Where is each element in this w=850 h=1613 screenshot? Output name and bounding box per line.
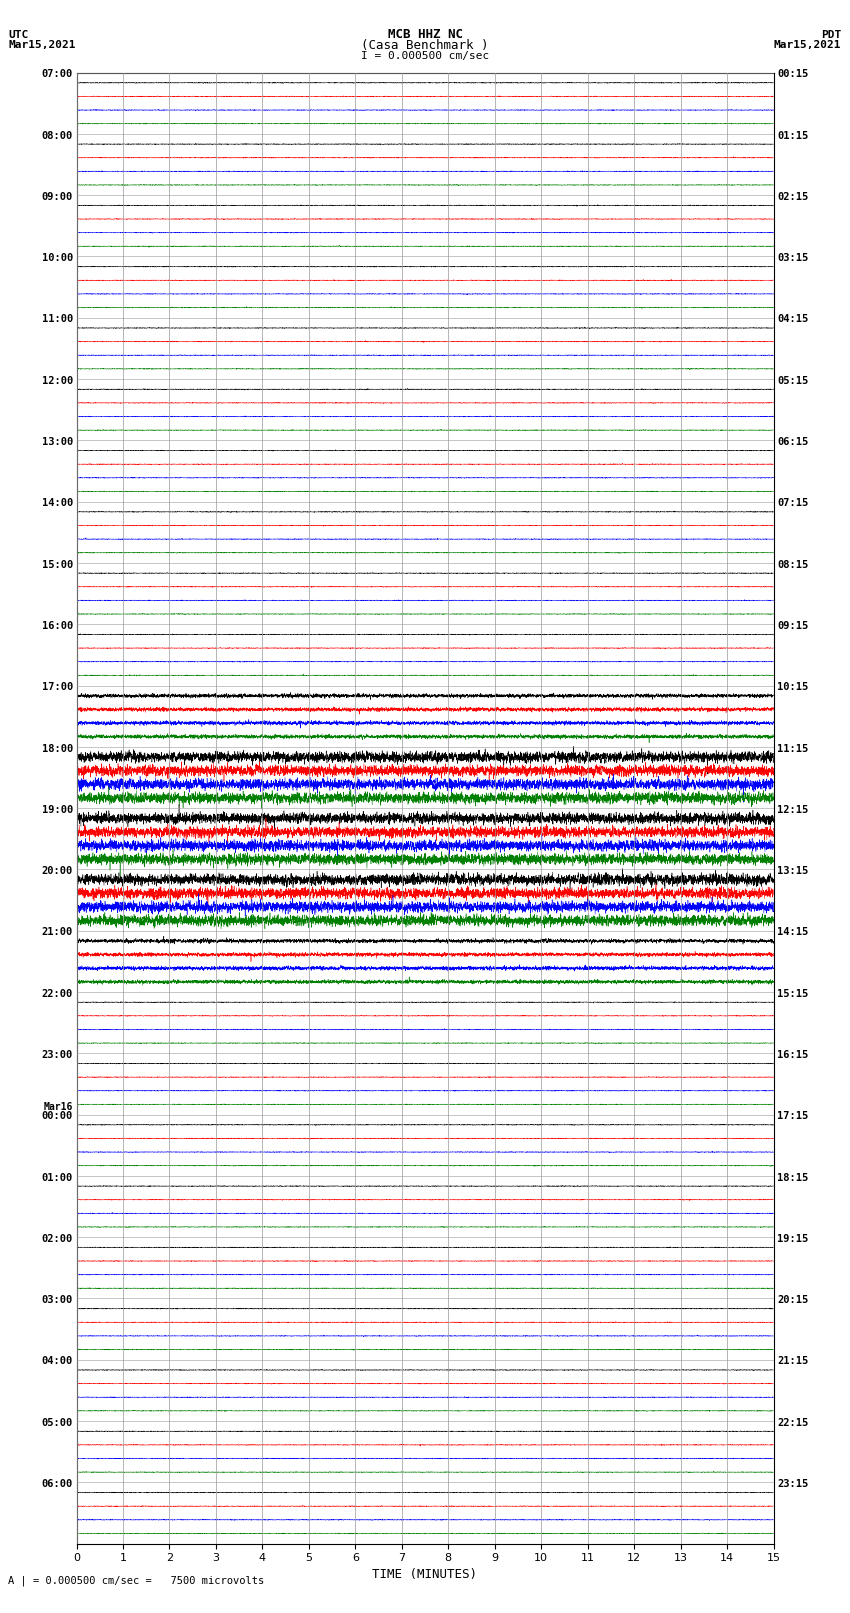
Text: 06:15: 06:15 [777,437,808,447]
Text: 11:15: 11:15 [777,744,808,753]
Text: 19:00: 19:00 [42,805,73,815]
Text: 12:00: 12:00 [42,376,73,386]
Text: 01:15: 01:15 [777,131,808,140]
Text: 18:15: 18:15 [777,1173,808,1182]
Text: 22:15: 22:15 [777,1418,808,1428]
Text: 02:00: 02:00 [42,1234,73,1244]
Text: 11:00: 11:00 [42,315,73,324]
Text: 06:00: 06:00 [42,1479,73,1489]
Text: 12:15: 12:15 [777,805,808,815]
Text: 01:00: 01:00 [42,1173,73,1182]
Text: 14:15: 14:15 [777,927,808,937]
Text: UTC: UTC [8,29,29,40]
Text: 00:15: 00:15 [777,69,808,79]
Text: 09:00: 09:00 [42,192,73,202]
Text: 03:00: 03:00 [42,1295,73,1305]
Text: 10:15: 10:15 [777,682,808,692]
Text: 13:15: 13:15 [777,866,808,876]
Text: PDT: PDT [821,29,842,40]
Text: 08:00: 08:00 [42,131,73,140]
Text: MCB HHZ NC: MCB HHZ NC [388,27,462,42]
Text: I = 0.000500 cm/sec: I = 0.000500 cm/sec [361,50,489,61]
Text: 21:15: 21:15 [777,1357,808,1366]
Text: 08:15: 08:15 [777,560,808,569]
Text: Mar16: Mar16 [43,1102,73,1111]
Text: 20:00: 20:00 [42,866,73,876]
Text: 02:15: 02:15 [777,192,808,202]
Text: 07:00: 07:00 [42,69,73,79]
Text: 23:00: 23:00 [42,1050,73,1060]
Text: 07:15: 07:15 [777,498,808,508]
Text: 15:15: 15:15 [777,989,808,998]
Text: 10:00: 10:00 [42,253,73,263]
Text: A | = 0.000500 cm/sec =   7500 microvolts: A | = 0.000500 cm/sec = 7500 microvolts [8,1576,264,1586]
X-axis label: TIME (MINUTES): TIME (MINUTES) [372,1568,478,1581]
Text: 04:00: 04:00 [42,1357,73,1366]
Text: 09:15: 09:15 [777,621,808,631]
Text: 05:00: 05:00 [42,1418,73,1428]
Text: Mar15,2021: Mar15,2021 [774,40,842,50]
Text: 14:00: 14:00 [42,498,73,508]
Text: 15:00: 15:00 [42,560,73,569]
Text: (Casa Benchmark ): (Casa Benchmark ) [361,39,489,52]
Text: 04:15: 04:15 [777,315,808,324]
Text: 16:00: 16:00 [42,621,73,631]
Text: Mar15,2021: Mar15,2021 [8,40,76,50]
Text: 17:15: 17:15 [777,1111,808,1121]
Text: 13:00: 13:00 [42,437,73,447]
Text: 05:15: 05:15 [777,376,808,386]
Text: 16:15: 16:15 [777,1050,808,1060]
Text: 21:00: 21:00 [42,927,73,937]
Text: 00:00: 00:00 [42,1111,73,1121]
Text: 03:15: 03:15 [777,253,808,263]
Text: 23:15: 23:15 [777,1479,808,1489]
Text: 20:15: 20:15 [777,1295,808,1305]
Text: 22:00: 22:00 [42,989,73,998]
Text: 18:00: 18:00 [42,744,73,753]
Text: 17:00: 17:00 [42,682,73,692]
Text: 19:15: 19:15 [777,1234,808,1244]
